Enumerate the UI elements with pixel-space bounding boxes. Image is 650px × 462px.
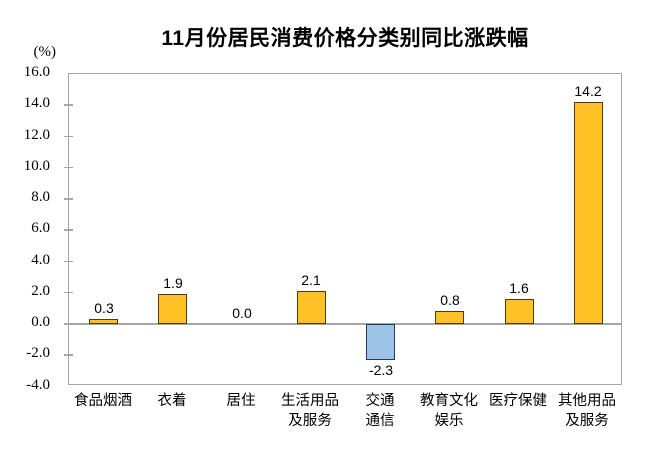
y-tick-label: -2.0 <box>26 345 50 362</box>
y-tick-label: 6.0 <box>31 220 50 237</box>
y-tick-mark <box>64 198 73 200</box>
x-category-label: 生活用品 及服务 <box>264 391 356 431</box>
x-category-label-line: 通信 <box>365 413 395 429</box>
y-tick-label: 2.0 <box>31 282 50 299</box>
y-tick-label: 12.0 <box>23 126 50 143</box>
x-category-label-line: 及服务 <box>565 413 609 429</box>
bar <box>89 319 118 324</box>
bar-value-label: -2.3 <box>368 362 394 378</box>
y-tick-mark <box>64 166 73 169</box>
x-category-label: 交通 通信 <box>334 391 426 431</box>
x-category-label-line: 生活用品 <box>281 393 339 409</box>
x-category-label-line: 医疗保健 <box>489 393 547 409</box>
bar <box>435 311 464 324</box>
plot-area: 0.3 1.9 0.0 2.1 -2.3 0.8 1.6 14.2 <box>64 73 622 385</box>
x-category-label-line: 居住 <box>226 393 256 409</box>
bar <box>158 294 187 324</box>
x-category-label-line: 娱乐 <box>434 413 464 429</box>
y-tick-label: 4.0 <box>31 251 50 268</box>
bar <box>297 291 326 324</box>
y-tick-mark <box>64 323 73 325</box>
y-axis-unit-label: (%) <box>33 44 57 60</box>
bar <box>505 299 534 324</box>
y-tick-mark <box>64 354 73 356</box>
y-tick-mark <box>64 104 73 106</box>
y-tick-mark <box>64 291 73 294</box>
bar <box>574 102 603 324</box>
y-tick-label: 0.0 <box>31 314 50 330</box>
y-tick-mark <box>64 260 73 262</box>
bar-value-label: 0.8 <box>440 292 460 308</box>
y-tick-label: -4.0 <box>26 376 50 393</box>
bar-value-label: 1.9 <box>163 275 183 291</box>
y-tick-label: 14.0 <box>23 95 50 112</box>
y-tick-label: 10.0 <box>23 157 50 174</box>
x-category-label-line: 教育文化 <box>420 393 478 409</box>
y-axis-labels: 16.0 14.0 12.0 10.0 8.0 6.0 4.0 2.0 0.0 -2.0 -4.0 <box>0 64 58 393</box>
x-category-label: 衣着 <box>126 391 218 411</box>
chart-title: 11月份居民消费价格分类别同比涨跌幅 <box>161 27 529 50</box>
x-category-label: 食品烟酒 <box>57 391 149 411</box>
x-category-label-line: 衣着 <box>157 393 187 409</box>
x-category-label: 其他用品 及服务 <box>541 391 633 431</box>
y-tick-mark <box>64 135 73 137</box>
x-category-label-line: 其他用品 <box>558 393 616 409</box>
x-category-label: 居住 <box>195 391 287 411</box>
x-category-label: 医疗保健 <box>472 391 564 411</box>
bar-value-label: 1.6 <box>509 280 529 296</box>
x-category-label: 教育文化 娱乐 <box>403 391 495 431</box>
y-tick-mark <box>64 229 73 231</box>
bar-value-label: 14.2 <box>574 83 602 99</box>
x-category-label-line: 交通 <box>365 393 395 409</box>
x-axis-labels: 食品烟酒 衣着 居住 生活用品 及服务 交通 通信 教育文化 娱乐 医疗保健 其他用品 及服务 <box>68 391 622 437</box>
bar-value-label: 0.0 <box>232 305 252 321</box>
bar-value-label: 2.1 <box>301 272 321 288</box>
bar <box>366 324 395 360</box>
zero-axis-line <box>69 323 621 325</box>
x-category-label-line: 及服务 <box>288 413 332 429</box>
y-tick-label: 16.0 <box>23 64 50 80</box>
y-tick-label: 8.0 <box>31 189 50 205</box>
bar-value-label: 0.3 <box>94 300 114 316</box>
x-category-label-line: 食品烟酒 <box>74 393 132 409</box>
